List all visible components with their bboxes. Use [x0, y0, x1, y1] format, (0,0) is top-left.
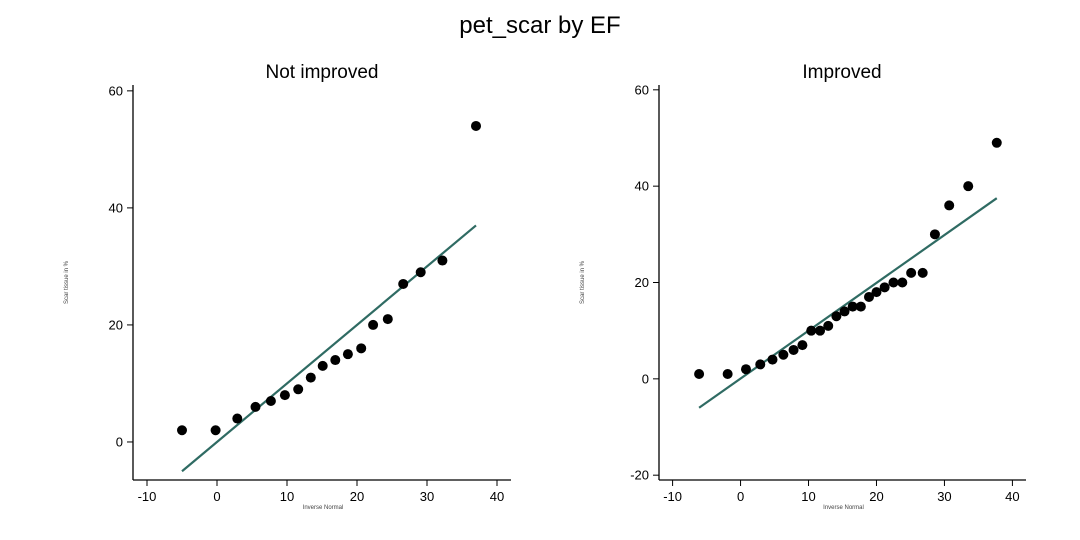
x-tick-label: 10	[801, 489, 815, 504]
data-point	[797, 340, 808, 351]
data-point	[265, 396, 276, 406]
y-tick-label: 0	[642, 371, 649, 386]
data-point	[232, 413, 243, 424]
y-tick-label: 40	[109, 200, 123, 215]
x-tick-label: 20	[350, 489, 364, 504]
y-axis-label: Scar tissue in %	[64, 260, 70, 304]
x-tick-label: 30	[937, 489, 951, 504]
data-point	[963, 181, 974, 192]
fit-line	[181, 224, 477, 473]
data-point	[177, 425, 187, 436]
data-point	[864, 291, 875, 302]
data-point	[342, 349, 353, 360]
panel-title: Improved	[802, 62, 881, 83]
data-point	[778, 349, 789, 360]
data-point	[855, 301, 866, 312]
data-point	[815, 325, 826, 336]
data-point	[839, 306, 850, 317]
data-point	[831, 311, 842, 322]
chart-main-title: pet_scar by EF	[459, 12, 621, 39]
data-point	[694, 369, 705, 380]
y-tick-label: 20	[109, 317, 123, 332]
data-point	[879, 282, 890, 293]
y-axis-label: Scar tissue in %	[580, 260, 586, 304]
panel-title: Not improved	[266, 62, 379, 83]
data-point	[317, 360, 328, 371]
x-tick-label: 40	[490, 489, 504, 504]
data-point	[755, 359, 766, 370]
x-axis-label: Inverse Normal	[823, 505, 864, 511]
chart-panel-2: Improved -20 0 20 40 60 -10 0 10 20 30 40 Inverse No…	[580, 62, 1026, 511]
data-point	[767, 354, 778, 365]
x-tick-label: 40	[1005, 489, 1019, 504]
data-point	[888, 277, 899, 288]
data-point	[871, 287, 882, 298]
data-point	[356, 343, 367, 354]
data-point	[415, 267, 426, 278]
data-point	[917, 267, 928, 278]
data-point	[398, 278, 409, 289]
data-point	[330, 355, 341, 366]
data-point	[944, 200, 955, 211]
data-point	[722, 369, 733, 380]
data-point	[293, 384, 304, 395]
chart-panel-1: Not improved 0 20 40 60 -10 0 10 20 30 40 Inverse N…	[64, 62, 511, 511]
data-point	[305, 372, 316, 383]
data-point	[382, 314, 393, 325]
y-tick-label: 40	[635, 179, 649, 194]
y-tick-label: -20	[630, 468, 649, 483]
x-axis-label: Inverse Normal	[303, 505, 344, 511]
y-tick-label: 60	[109, 83, 123, 98]
data-point	[897, 277, 908, 288]
data-point	[991, 137, 1002, 148]
data-point	[368, 319, 379, 330]
data-point	[929, 229, 940, 240]
data-point	[823, 320, 834, 331]
y-tick-label: 20	[635, 275, 649, 290]
x-tick-label: 0	[737, 489, 744, 504]
data-point	[806, 325, 817, 336]
data-point	[906, 267, 917, 278]
fit-line	[698, 197, 998, 409]
x-tick-label: 30	[420, 489, 434, 504]
data-point	[437, 255, 448, 266]
x-tick-label: 10	[280, 489, 294, 504]
x-tick-label: -10	[663, 489, 682, 504]
data-point	[471, 120, 481, 131]
x-tick-label: 20	[869, 489, 883, 504]
y-tick-label: 60	[635, 82, 649, 97]
x-tick-label: -10	[138, 489, 157, 504]
y-tick-label: 0	[116, 434, 123, 449]
data-point	[847, 301, 858, 312]
data-point	[740, 364, 751, 375]
data-point	[250, 401, 261, 412]
x-tick-label: 0	[213, 489, 220, 504]
data-point	[279, 390, 290, 401]
data-point	[210, 425, 221, 436]
data-point	[788, 344, 799, 355]
